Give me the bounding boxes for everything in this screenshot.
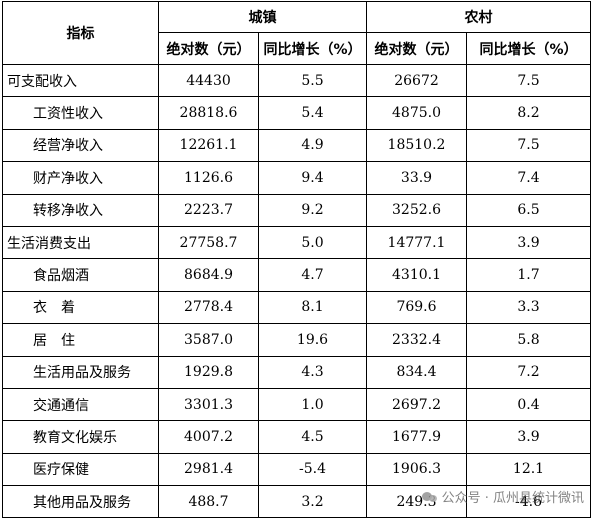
urban-yoy-growth: 8.1	[258, 290, 367, 325]
urban-absolute-value: 2981.4	[158, 452, 259, 487]
rural-absolute-value: 3252.6	[366, 193, 467, 227]
header-urban-yoy: 同比增长（%）	[258, 32, 367, 65]
header-urban-abs: 绝对数（元）	[158, 32, 259, 65]
rural-yoy-growth: -4.6	[466, 485, 591, 518]
header-row-1: 指标 城镇 农村	[2, 1, 591, 65]
table-row: 食品烟酒 8684.9 4.7 4310.1 1.7	[2, 258, 591, 292]
urban-yoy-growth: 4.5	[258, 420, 367, 454]
rural-yoy-growth: 7.2	[466, 355, 591, 389]
table-row: 生活用品及服务 1929.8 4.3 834.4 7.2	[2, 355, 591, 389]
urban-yoy-growth: 9.4	[258, 161, 367, 195]
row-indicator-name: 工资性收入	[2, 96, 159, 130]
table-row: 其他用品及服务 488.7 3.2 249.3 -4.6	[2, 485, 591, 518]
rural-yoy-growth: 0.4	[466, 387, 591, 422]
rural-yoy-growth: 3.9	[466, 420, 591, 454]
rural-yoy-growth: 3.9	[466, 225, 591, 260]
row-indicator-name: 生活用品及服务	[2, 355, 159, 389]
rural-absolute-value: 2697.2	[366, 387, 467, 422]
urban-yoy-growth: 5.4	[258, 96, 367, 130]
rural-absolute-value: 769.6	[366, 290, 467, 325]
urban-absolute-value: 3301.3	[158, 387, 259, 422]
urban-absolute-value: 3587.0	[158, 323, 259, 357]
table-row: 经营净收入 12261.1 4.9 18510.2 7.5	[2, 128, 591, 163]
row-indicator-name: 其他用品及服务	[2, 485, 159, 518]
urban-absolute-value: 12261.1	[158, 128, 259, 163]
row-indicator-name: 生活消费支出	[2, 225, 159, 260]
header-rural-abs: 绝对数（元）	[366, 32, 467, 65]
wechat-icon	[421, 491, 438, 503]
header-rural-yoy: 同比增长（%）	[466, 32, 591, 65]
row-indicator-name: 转移净收入	[2, 193, 159, 227]
rural-absolute-value: 1906.3	[366, 452, 467, 487]
header-indicator: 指标	[2, 1, 159, 65]
row-indicator-name: 可支配收入	[2, 63, 159, 98]
rural-yoy-growth: 5.8	[466, 323, 591, 357]
urban-yoy-growth: 3.2	[258, 485, 367, 518]
table-header: 指标 城镇 农村 绝对数（元） 同比增长（%） 绝对数（元） 同比增长（%）	[2, 1, 591, 65]
rural-yoy-growth: 3.3	[466, 290, 591, 325]
row-indicator-name: 经营净收入	[2, 128, 159, 163]
row-indicator-name: 医疗保健	[2, 452, 159, 487]
urban-yoy-growth: 5.0	[258, 225, 367, 260]
rural-absolute-value: 834.4	[366, 355, 467, 389]
row-indicator-name: 衣 着	[2, 290, 159, 325]
rural-yoy-growth: 8.2	[466, 96, 591, 130]
watermark: 公众号 · 瓜州县统计微讯	[421, 487, 584, 506]
table-row: 居 住 3587.0 19.6 2332.4 5.8	[2, 323, 591, 357]
table-row: 生活消费支出 27758.7 5.0 14777.1 3.9	[2, 225, 591, 260]
urban-absolute-value: 1126.6	[158, 161, 259, 195]
rural-absolute-value: 4875.0	[366, 96, 467, 130]
urban-yoy-growth: 4.7	[258, 258, 367, 292]
rural-yoy-growth: 7.5	[466, 128, 591, 163]
table-row: 衣 着 2778.4 8.1 769.6 3.3	[2, 290, 591, 325]
rural-absolute-value: 1677.9	[366, 420, 467, 454]
rural-absolute-value: 33.9	[366, 161, 467, 195]
urban-yoy-growth: 4.3	[258, 355, 367, 389]
rural-absolute-value: 18510.2	[366, 128, 467, 163]
urban-absolute-value: 28818.6	[158, 96, 259, 130]
urban-yoy-growth: 4.9	[258, 128, 367, 163]
header-rural: 农村	[366, 1, 591, 33]
rural-absolute-value: 26672	[366, 63, 467, 98]
table-row: 可支配收入 44430 5.5 26672 7.5	[2, 63, 591, 98]
rural-absolute-value: 249.3	[366, 485, 467, 518]
urban-absolute-value: 4007.2	[158, 420, 259, 454]
row-indicator-name: 教育文化娱乐	[2, 420, 159, 454]
urban-absolute-value: 44430	[158, 63, 259, 98]
urban-yoy-growth: 9.2	[258, 193, 367, 227]
row-indicator-name: 居 住	[2, 323, 159, 357]
urban-yoy-growth: 1.0	[258, 387, 367, 422]
header-urban: 城镇	[158, 1, 367, 33]
rural-absolute-value: 14777.1	[366, 225, 467, 260]
rural-absolute-value: 4310.1	[366, 258, 467, 292]
rural-yoy-growth: 6.5	[466, 193, 591, 227]
watermark-text: 公众号 · 瓜州县统计微讯	[441, 491, 584, 506]
row-indicator-name: 财产净收入	[2, 161, 159, 195]
header-row-2: 绝对数（元） 同比增长（%） 绝对数（元） 同比增长（%）	[3, 32, 591, 65]
rural-yoy-growth: 7.4	[466, 161, 591, 195]
row-indicator-name: 食品烟酒	[2, 258, 159, 292]
table-row: 工资性收入 28818.6 5.4 4875.0 8.2	[2, 96, 591, 130]
urban-absolute-value: 2778.4	[158, 290, 259, 325]
rural-absolute-value: 2332.4	[366, 323, 467, 357]
urban-absolute-value: 488.7	[158, 485, 259, 518]
table-row: 医疗保健 2981.4 -5.4 1906.3 12.1	[2, 452, 591, 487]
table-row: 转移净收入 2223.7 9.2 3252.6 6.5	[2, 193, 591, 227]
urban-absolute-value: 1929.8	[158, 355, 259, 389]
table-row: 交通通信 3301.3 1.0 2697.2 0.4	[2, 387, 591, 422]
row-indicator-name: 交通通信	[2, 387, 159, 422]
urban-absolute-value: 27758.7	[158, 225, 259, 260]
table-row: 教育文化娱乐 4007.2 4.5 1677.9 3.9	[2, 420, 591, 454]
rural-yoy-growth: 7.5	[466, 63, 591, 98]
rural-yoy-growth: 12.1	[466, 452, 591, 487]
urban-absolute-value: 2223.7	[158, 193, 259, 227]
table-body: 可支配收入 44430 5.5 26672 7.5 工资性收入 28818.6 5.4 4875…	[2, 63, 591, 518]
urban-absolute-value: 8684.9	[158, 258, 259, 292]
urban-yoy-growth: 19.6	[258, 323, 367, 357]
urban-yoy-growth: -5.4	[258, 452, 367, 487]
rural-yoy-growth: 1.7	[466, 258, 591, 292]
urban-yoy-growth: 5.5	[258, 63, 367, 98]
table-row: 财产净收入 1126.6 9.4 33.9 7.4	[2, 161, 591, 195]
